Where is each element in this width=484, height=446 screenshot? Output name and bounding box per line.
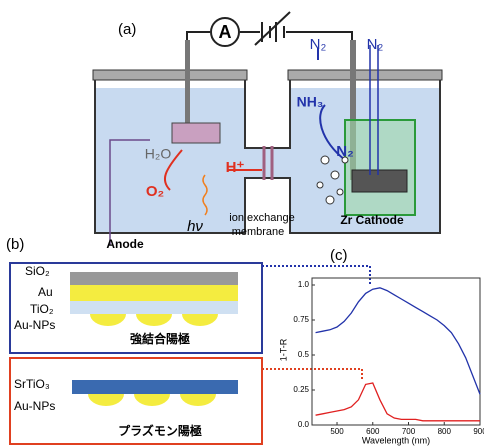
ammeter-label: A: [219, 22, 232, 42]
layer: [70, 285, 238, 301]
anode-label: Anode: [106, 237, 144, 251]
panel-label: (a): [118, 21, 136, 38]
o2-label: O₂: [146, 183, 164, 200]
series-line: [316, 383, 480, 421]
x-tick-label: 500: [330, 427, 344, 436]
layer: [70, 301, 238, 314]
layer-label: Au-NPs: [14, 399, 55, 413]
x-tick-label: 900: [473, 427, 484, 436]
x-tick-label: 700: [402, 427, 416, 436]
n2-label: N₂: [336, 143, 354, 160]
layer-label: Au-NPs: [14, 318, 55, 332]
y-tick-label: 0.0: [298, 420, 310, 429]
y-tick-label: 0.25: [293, 385, 309, 394]
plot-frame: [312, 278, 480, 425]
connector: [262, 266, 370, 286]
photon-label: hν: [187, 218, 203, 235]
series-line: [316, 288, 480, 394]
layer-label: Au: [38, 285, 53, 299]
layer: [70, 272, 238, 285]
layer-label: SiO₂: [25, 264, 50, 278]
n2-label: N₂: [367, 36, 384, 53]
panel-label: (c): [330, 247, 348, 264]
x-tick-label: 600: [366, 427, 380, 436]
membrane-label: ion exchange: [229, 212, 294, 224]
y-tick-label: 0.75: [293, 315, 309, 324]
anode-caption: 強結合陽極: [130, 331, 190, 346]
layer: [72, 380, 238, 394]
cathode-label: Zr Cathode: [340, 213, 404, 227]
nh3-label: NH₃: [297, 94, 324, 110]
h2o-label: H₂O: [145, 146, 172, 162]
layer-label: TiO₂: [30, 302, 54, 316]
x-axis-label: Wavelength (nm): [362, 435, 430, 445]
nanoparticles: [88, 394, 216, 406]
y-axis-label: 1-T-R: [278, 338, 288, 361]
h-plus-label: H⁺: [226, 159, 245, 176]
layer-label: SrTiO₃: [14, 377, 50, 391]
anode-caption: プラズモン陽極: [118, 423, 202, 438]
n2-label: N₂: [310, 36, 327, 53]
membrane-label: membrane: [232, 226, 285, 238]
figure: (a) A N₂ N₂ NH₃ N₂ H⁺ H₂O: [0, 0, 484, 446]
x-tick-label: 800: [438, 427, 452, 436]
y-tick-label: 1.0: [298, 280, 310, 289]
nanoparticles: [90, 314, 218, 326]
layer-labels: SiO₂ Au TiO₂ Au-NPs: [14, 264, 55, 332]
panel-label: (b): [6, 236, 24, 253]
y-tick-label: 0.5: [298, 350, 310, 359]
